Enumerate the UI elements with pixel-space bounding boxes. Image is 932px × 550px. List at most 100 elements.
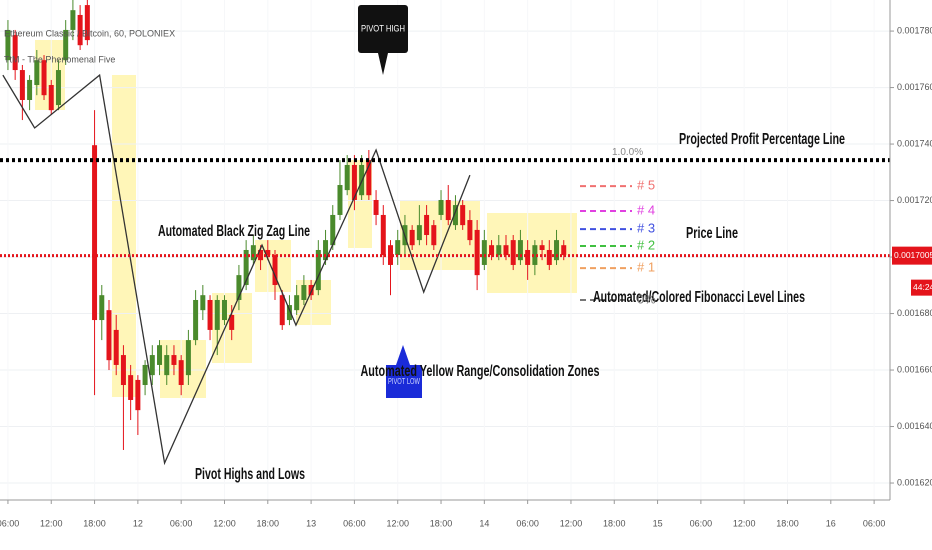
candle-body (120, 355, 126, 386)
annotation: Automated/Colored Fibonacci Level Lines (593, 289, 805, 306)
candle-body (474, 229, 480, 276)
candle-body (409, 229, 415, 246)
x-tick-label: 06:00 (170, 518, 193, 528)
x-tick-label: 12:00 (40, 518, 63, 528)
candle-body (207, 299, 213, 330)
candle-body (157, 345, 163, 365)
candle-body (344, 164, 350, 191)
candle-body (265, 249, 271, 256)
candle-body (489, 245, 495, 256)
candle-body (55, 70, 61, 106)
annotation: Price Line (686, 225, 738, 242)
fib-label: 0% (637, 291, 656, 306)
x-tick-label: 12:00 (733, 518, 756, 528)
candle-body (142, 364, 148, 386)
candle-body (250, 245, 256, 261)
candle-body (301, 285, 307, 300)
y-tick-label: 0.00172000 (897, 195, 932, 205)
fib-label: # 5 (637, 178, 655, 193)
y-tick-label: 0.00166000 (897, 364, 932, 374)
candle-body (445, 199, 451, 221)
grid (0, 30, 890, 484)
fib-label: # 3 (637, 221, 655, 236)
pivot-low-arrow (396, 345, 410, 365)
candle-body (243, 249, 249, 286)
x-tick-label: 18:00 (257, 518, 280, 528)
x-tick-label: 16 (826, 518, 836, 528)
fib-label: # 4 (637, 202, 655, 217)
candle-body (221, 299, 227, 321)
candle-body (34, 60, 40, 86)
candle-body (99, 295, 105, 321)
candle-body (92, 145, 98, 321)
candle-body (395, 240, 401, 256)
candle-body (41, 60, 47, 96)
candle-body (546, 249, 552, 265)
candle-body (337, 185, 343, 215)
candle-body (452, 205, 458, 226)
candle-body (510, 240, 516, 265)
y-tick-label: 0.00174000 (897, 138, 932, 148)
candle-body (106, 310, 112, 361)
y-tick-label: 0.00176000 (897, 82, 932, 92)
x-tick-label: 12:00 (213, 518, 236, 528)
pivot-high-box (358, 5, 408, 53)
candle-body (380, 214, 386, 256)
annotation: Pivot Highs and Lows (195, 466, 305, 483)
candle-body (323, 240, 329, 261)
x-tick-label: 13 (306, 518, 316, 528)
candle-body (128, 375, 134, 400)
profit-label: 1.0.0% (612, 147, 643, 158)
candle-body (431, 225, 437, 246)
x-tick-label: 06:00 (0, 518, 19, 528)
pivot-low-box (386, 365, 422, 398)
candle-body (460, 205, 466, 226)
x-tick-label: 12 (133, 518, 143, 528)
candle-body (185, 340, 191, 376)
candle-body (5, 29, 11, 61)
chart-subtitle: TtM - The Phenomenal Five (4, 54, 115, 64)
candle-body (315, 249, 321, 291)
candle-body (272, 255, 278, 286)
candle-body (12, 35, 18, 71)
fib-label: # 2 (637, 237, 655, 252)
candle-body (496, 245, 502, 256)
y-tick-label: 0.00164000 (897, 421, 932, 431)
x-tick-label: 15 (653, 518, 663, 528)
annotation: Automated Yellow Range/Consolidation Zon… (361, 363, 600, 380)
candle-body (351, 164, 357, 200)
candle-body (532, 245, 538, 265)
price-label: 0.00170050 (894, 250, 932, 260)
x-tick-label: 18:00 (430, 518, 453, 528)
zigzag-line (2, 73, 471, 466)
candle-body (294, 295, 300, 311)
pivot-high-label: PIVOT HIGH (358, 5, 408, 75)
candle-body (171, 355, 177, 365)
chart-title: Ethereum Classic / Bitcoin, 60, POLONIEX (4, 28, 175, 38)
candle-body (554, 240, 560, 261)
candle-body (308, 285, 314, 296)
candle-body (539, 245, 545, 250)
candle-body (279, 295, 285, 326)
candle-body (178, 360, 184, 386)
candle-body (236, 275, 242, 300)
x-tick-label: 06:00 (343, 518, 366, 528)
candle-body (373, 199, 379, 215)
y-tick-label: 0.00168000 (897, 308, 932, 318)
candle-body (438, 199, 444, 215)
x-tick-label: 12:00 (386, 518, 409, 528)
candle-body (70, 10, 76, 30)
x-tick-label: 12:00 (560, 518, 583, 528)
candle-body (77, 14, 83, 46)
candle-body (467, 220, 473, 241)
x-tick-label: 06:00 (516, 518, 539, 528)
candle-body (366, 160, 372, 196)
candle-body (84, 5, 90, 41)
x-tick-label: 06:00 (863, 518, 886, 528)
candle-body (229, 314, 235, 330)
candle-body (481, 240, 487, 265)
candle-body (19, 70, 25, 100)
annotation: Automated Black Zig Zag Line (158, 223, 310, 240)
